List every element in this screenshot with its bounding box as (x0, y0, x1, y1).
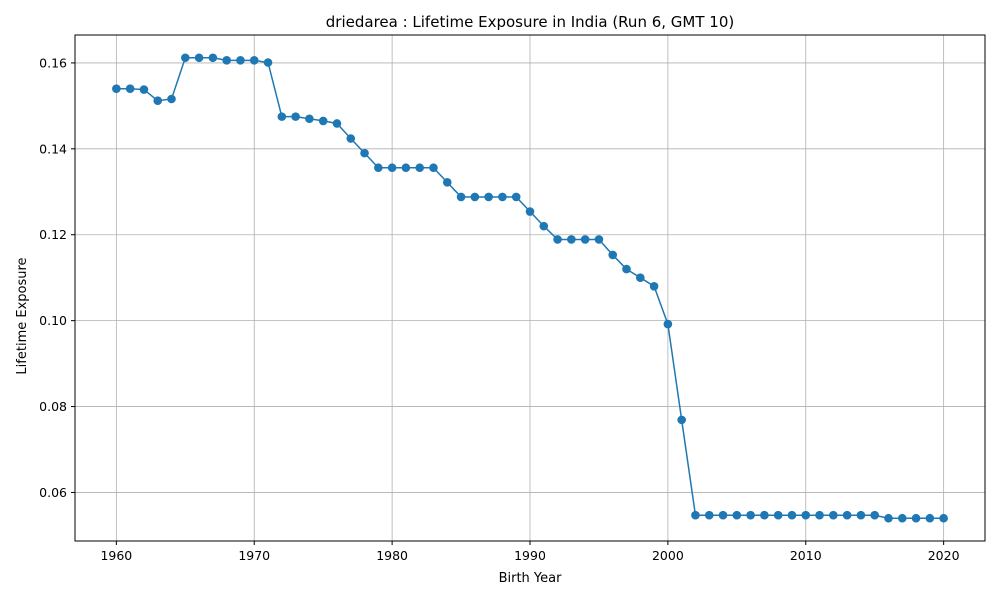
x-tick-label: 2000 (652, 548, 684, 563)
data-point (442, 178, 452, 187)
y-axis-label: Lifetime Exposure (15, 257, 30, 374)
data-point (732, 510, 742, 520)
data-point (925, 513, 935, 523)
data-point (856, 510, 866, 520)
data-point (939, 513, 948, 523)
data-point (594, 235, 604, 244)
plot-frame (74, 34, 986, 542)
axis-ticks: 1960 1970 1980 1990 2000 2010 2020 0.06 0.08 0.10… (39, 55, 959, 563)
y-tick-label: 0.06 (39, 485, 67, 500)
data-point (332, 119, 342, 128)
data-point (553, 235, 562, 244)
x-tick-label: 2010 (790, 548, 822, 563)
data-point (194, 53, 204, 63)
y-tick-label: 0.12 (39, 227, 67, 242)
data-point (718, 510, 728, 520)
data-point (622, 264, 631, 274)
x-tick-label: 1990 (514, 548, 546, 563)
chart-title: driedarea : Lifetime Exposure in India (… (326, 13, 734, 31)
series (112, 53, 948, 523)
data-point (608, 250, 618, 260)
data-point (305, 114, 314, 124)
data-point (387, 163, 397, 173)
data-point (346, 134, 356, 143)
y-tick-label: 0.14 (39, 141, 67, 156)
data-point (801, 510, 811, 520)
grid (75, 35, 985, 541)
data-point (787, 510, 797, 520)
data-point (181, 53, 190, 63)
data-point (401, 163, 411, 173)
data-point (525, 207, 535, 216)
data-point (815, 510, 824, 520)
data-point (677, 415, 686, 425)
data-point (456, 192, 466, 202)
data-point (773, 510, 783, 520)
x-tick-label: 1960 (100, 548, 132, 563)
y-tick-label: 0.08 (39, 399, 67, 414)
x-tick-label: 1970 (238, 548, 270, 563)
data-point (636, 273, 645, 282)
x-tick-label: 1980 (376, 548, 408, 563)
data-point (429, 163, 438, 173)
data-point (249, 56, 259, 65)
data-point (704, 510, 714, 520)
data-point (360, 148, 369, 158)
data-point (511, 192, 521, 202)
data-point (567, 235, 576, 244)
data-point (236, 56, 245, 65)
data-point (897, 513, 907, 523)
data-point (112, 84, 121, 93)
data-point (649, 281, 659, 291)
data-point (470, 192, 480, 202)
data-point (208, 53, 218, 63)
data-point (153, 96, 163, 106)
data-point (139, 85, 149, 94)
data-point (539, 221, 549, 231)
x-tick-label: 2020 (928, 548, 960, 563)
data-point (498, 192, 507, 202)
data-point (884, 513, 893, 523)
data-point (291, 112, 300, 121)
data-point (911, 513, 921, 523)
data-point (125, 84, 135, 93)
data-point (829, 510, 838, 520)
data-point (167, 94, 176, 104)
data-point (580, 235, 590, 244)
data-point (870, 510, 879, 520)
data-point (318, 116, 328, 126)
y-tick-label: 0.10 (39, 313, 67, 328)
data-point (842, 510, 852, 520)
data-point (746, 510, 755, 520)
data-point (484, 192, 493, 202)
data-point (415, 163, 424, 173)
data-point (374, 163, 383, 173)
data-point (663, 319, 673, 329)
data-point (222, 56, 231, 65)
data-point (277, 112, 287, 121)
data-point (691, 510, 700, 520)
data-point (760, 510, 769, 520)
x-axis-label: Birth Year (499, 571, 563, 586)
y-tick-label: 0.16 (39, 55, 67, 70)
data-point (263, 58, 273, 67)
